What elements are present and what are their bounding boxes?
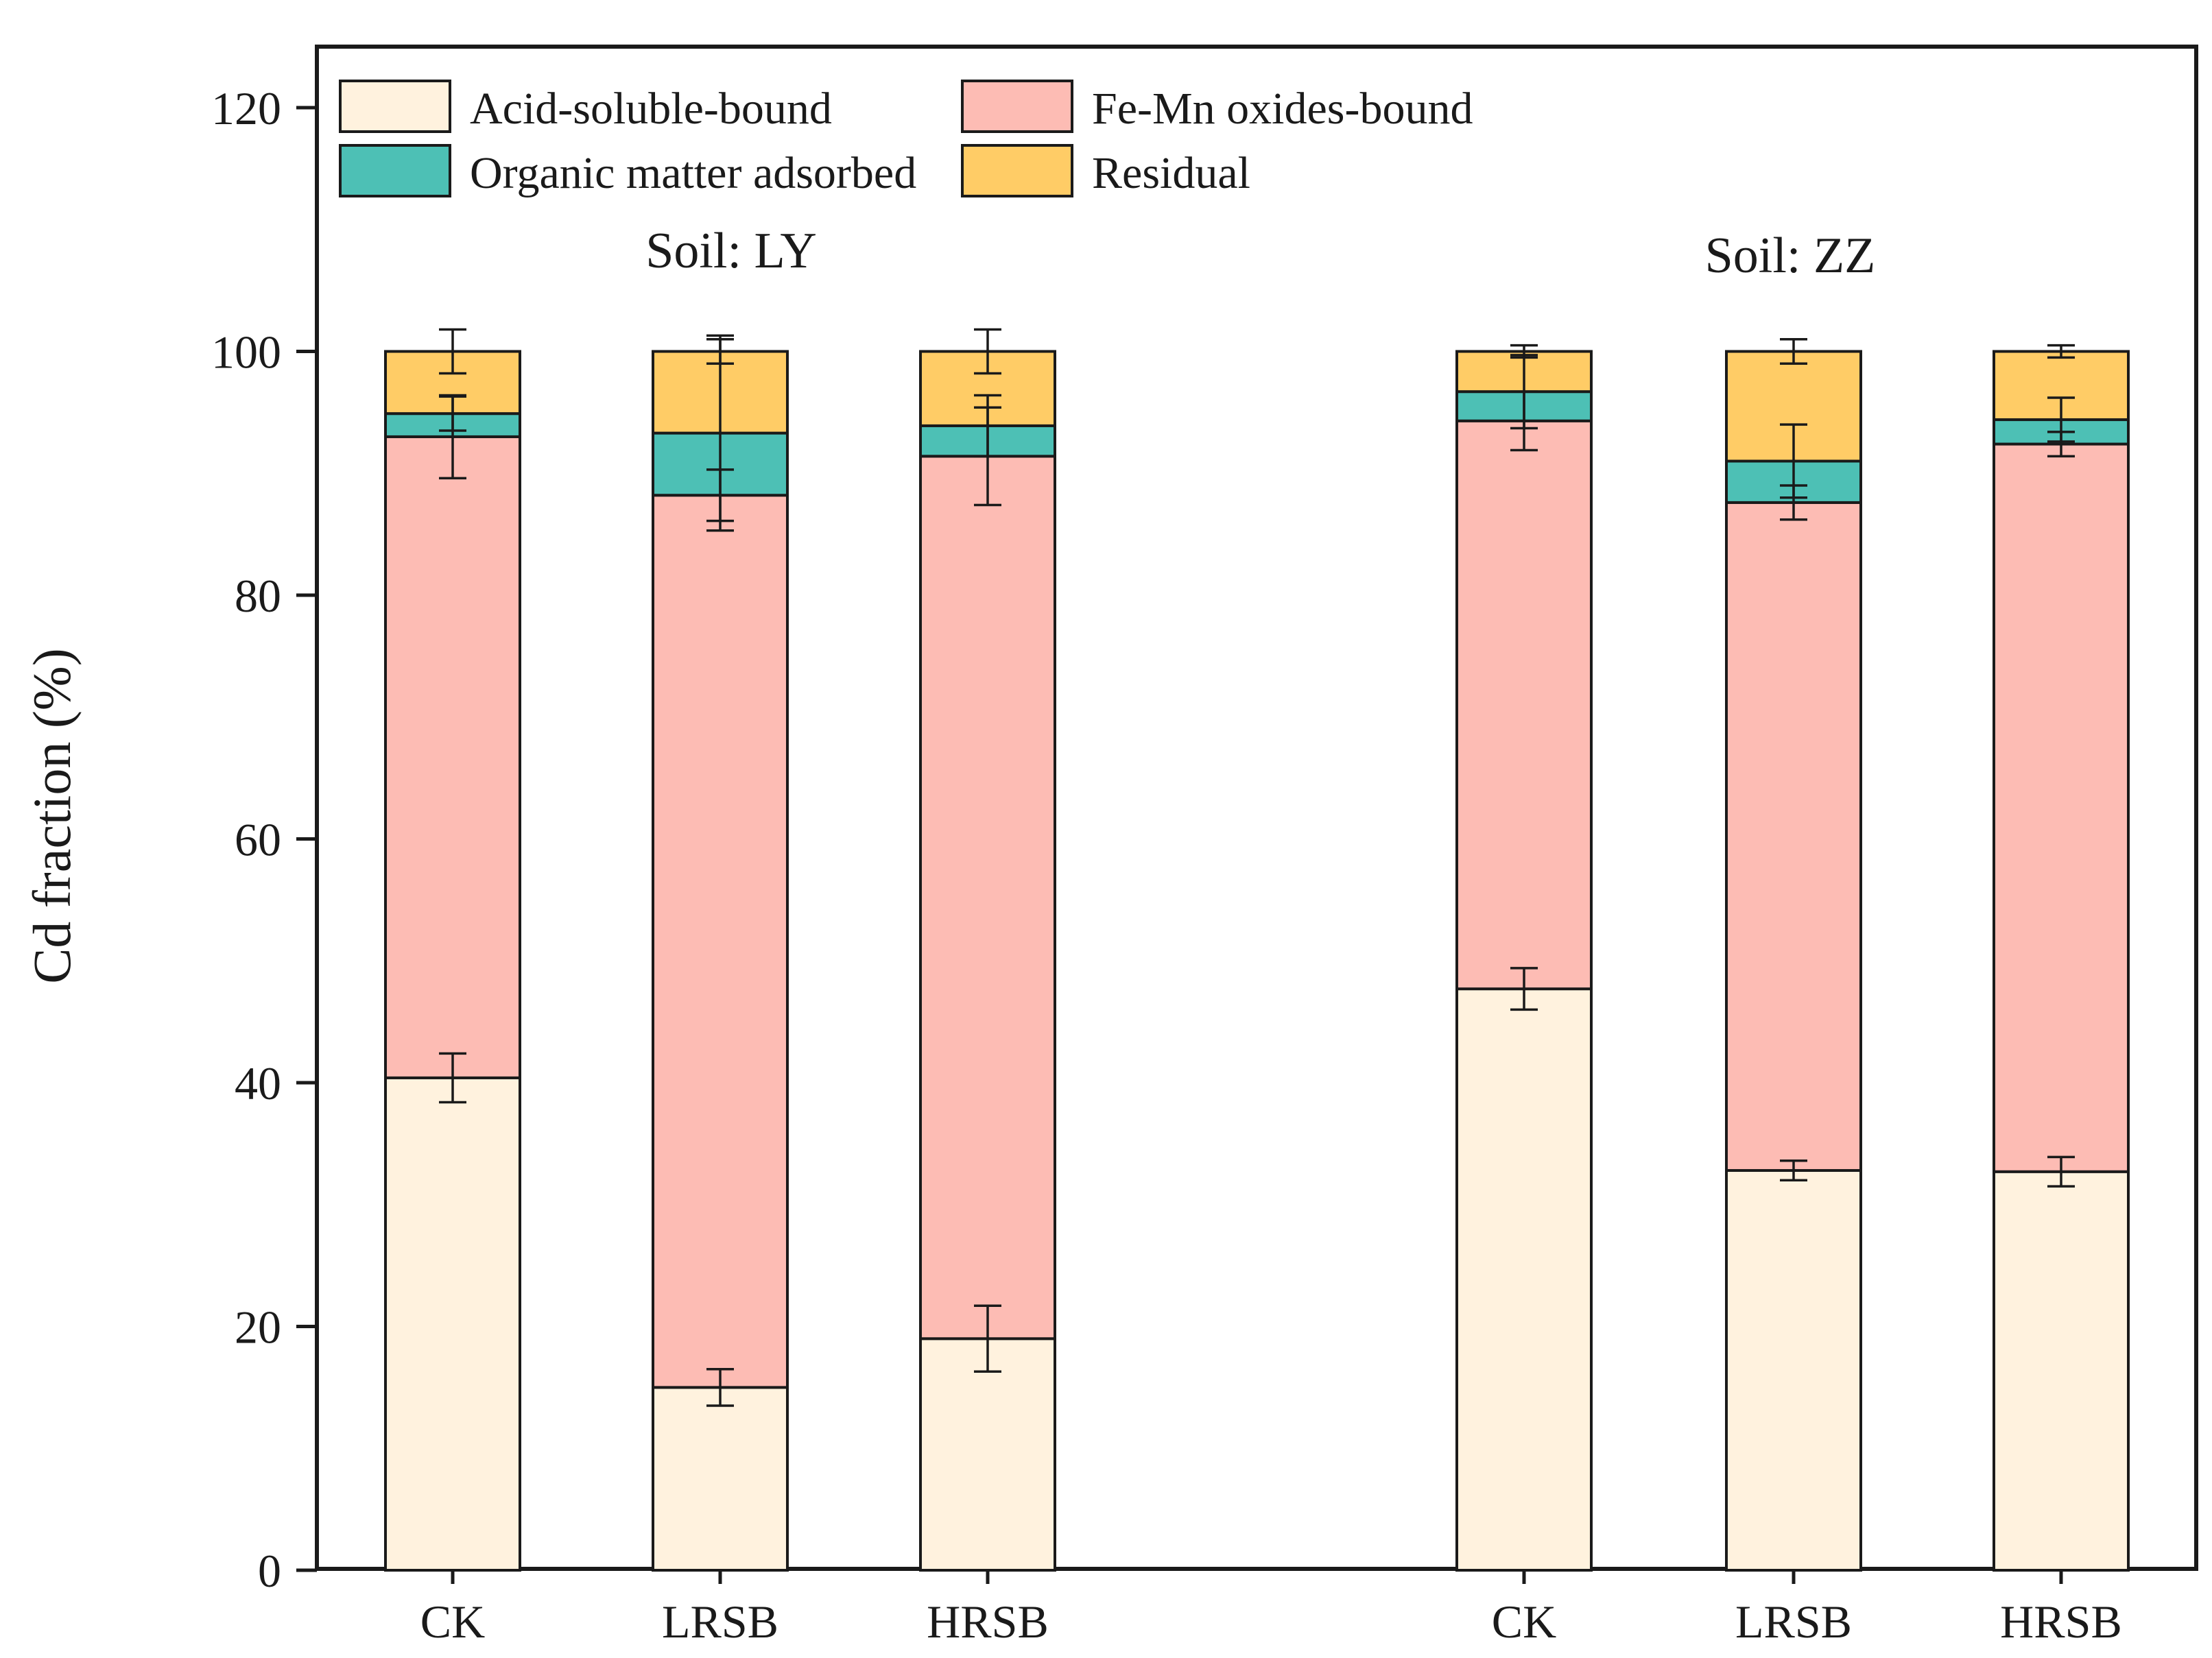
plot-frame — [315, 45, 2198, 1571]
x-tick-label: LRSB — [662, 1596, 778, 1648]
error-bar — [974, 1304, 1001, 1373]
error-bar — [1510, 344, 1538, 359]
y-axis: 0 20 40 60 80 100 120 — [211, 82, 317, 1597]
legend-label: Residual — [1092, 148, 1250, 198]
error-bar — [1510, 967, 1538, 1011]
bar-segment-acid-soluble-bound — [384, 1076, 521, 1572]
legend-label: Organic matter adsorbed — [470, 148, 916, 198]
legend-item: Acid-soluble-bound — [339, 80, 832, 134]
error-bar — [2047, 344, 2075, 359]
bar-segment-fe-mn-oxides-bound — [1725, 501, 1862, 1172]
error-bar — [439, 328, 466, 375]
error-bar — [2047, 396, 2075, 443]
group-label: Soil: ZZ — [1705, 228, 1876, 284]
legend: Acid-soluble-bound Fe-Mn oxides-bound Orga… — [339, 80, 1473, 198]
error-bar — [706, 337, 734, 365]
error-bar — [974, 394, 1001, 458]
x-tick-label: CK — [420, 1596, 485, 1648]
y-tick-label: 100 — [211, 326, 281, 379]
legend-item: Residual — [961, 144, 1250, 198]
legend-swatch — [339, 144, 451, 197]
bar-segment-fe-mn-oxides-bound — [1993, 442, 2130, 1173]
y-tick-label: 60 — [235, 814, 281, 866]
legend-swatch — [339, 80, 451, 133]
y-tick-label: 80 — [235, 570, 281, 622]
y-tick-label: 120 — [211, 82, 281, 134]
error-bar — [439, 1052, 466, 1104]
bar-segment-fe-mn-oxides-bound — [652, 494, 789, 1389]
y-tick-label: 40 — [235, 1057, 281, 1109]
error-bar — [706, 334, 734, 532]
x-tick-label: CK — [1492, 1596, 1556, 1648]
legend-label: Fe-Mn oxides-bound — [1092, 84, 1473, 134]
bar-segment-fe-mn-oxides-bound — [919, 455, 1056, 1341]
error-bar — [1780, 1160, 1807, 1181]
error-bar — [974, 328, 1001, 375]
x-tick-label: HRSB — [927, 1596, 1049, 1648]
bar-segment-acid-soluble-bound — [919, 1337, 1056, 1572]
y-tick-label: 0 — [258, 1545, 281, 1597]
bar-segment-acid-soluble-bound — [1455, 987, 1593, 1572]
x-tick-label: HRSB — [2000, 1596, 2122, 1648]
error-bar — [439, 395, 466, 432]
error-bar — [1780, 337, 1807, 365]
bar-segment-acid-soluble-bound — [1993, 1170, 2130, 1572]
legend-swatch — [961, 80, 1073, 133]
bar-segment-fe-mn-oxides-bound — [384, 435, 521, 1079]
group-labels: Soil: LY Soil: ZZ — [645, 223, 1875, 284]
bar-segment-acid-soluble-bound — [652, 1386, 789, 1572]
bar-segment-acid-soluble-bound — [1725, 1168, 1862, 1572]
bar-segment-fe-mn-oxides-bound — [1455, 419, 1593, 991]
y-tick-label: 20 — [235, 1301, 281, 1354]
legend-label: Acid-soluble-bound — [470, 84, 832, 134]
legend-item: Organic matter adsorbed — [339, 144, 916, 198]
legend-swatch — [961, 144, 1073, 197]
legend-item: Fe-Mn oxides-bound — [961, 80, 1473, 134]
error-bar — [1780, 423, 1807, 499]
error-bar — [706, 1367, 734, 1407]
x-tick-label: LRSB — [1735, 1596, 1852, 1648]
x-axis: CK LRSB HRSB CK LRSB HRSB — [420, 1569, 2122, 1648]
group-label: Soil: LY — [645, 223, 817, 279]
error-bar — [2047, 1155, 2075, 1188]
y-axis-label: Cd fraction (%) — [22, 648, 82, 983]
bars — [384, 328, 2130, 1572]
